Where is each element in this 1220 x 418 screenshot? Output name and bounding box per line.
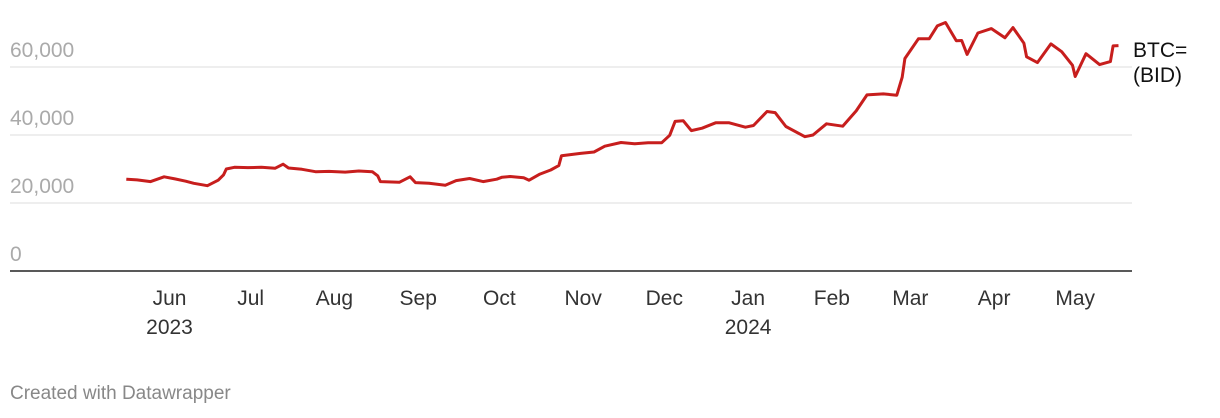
x-tick-label: Apr [978,287,1011,310]
x-tick-label: May [1055,287,1095,310]
x-tick-label: Sep [400,287,437,310]
x-tick-label: Jan [731,287,765,310]
x-tick-label: Feb [814,287,850,310]
x-tick-label: Mar [892,287,928,310]
y-tick-label: 0 [10,243,22,266]
y-tick-label: 40,000 [10,107,74,130]
data-line [126,21,1119,188]
x-tick-label: Jul [237,287,264,310]
y-tick-label: 20,000 [10,175,74,198]
x-tick-label: Aug [316,287,353,310]
series-label: BTC= (BID) [1133,39,1188,87]
x-tick-label: Nov [564,287,602,310]
x-tick-label: Dec [646,287,683,310]
x-tick-label: Oct [483,287,516,310]
x-tick-label: Jun [153,287,187,310]
credit: Created with Datawrapper [10,383,231,404]
x-year-label: 2024 [725,316,772,339]
y-tick-label: 60,000 [10,39,74,62]
x-year-label: 2023 [146,316,193,339]
